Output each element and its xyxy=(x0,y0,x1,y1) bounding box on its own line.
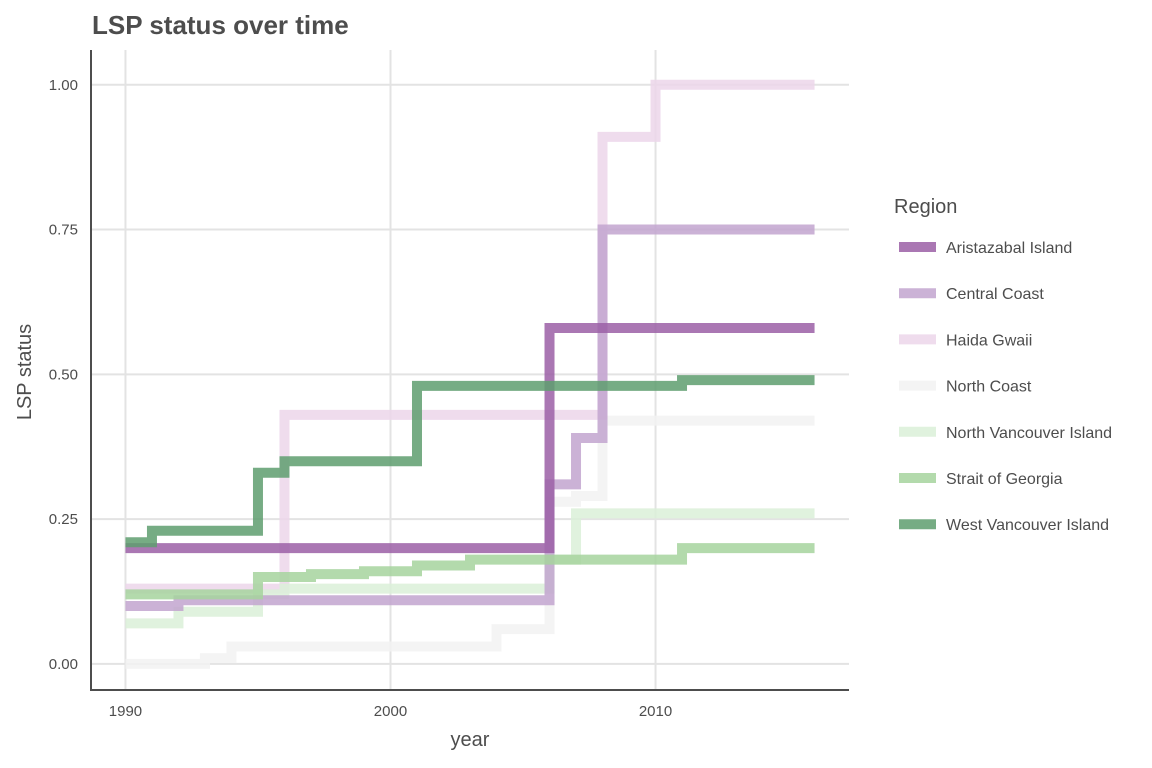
y-gridlines xyxy=(91,83,849,665)
series-line-strait-of-georgia xyxy=(125,543,815,600)
chart-title: LSP status over time xyxy=(92,10,349,40)
x-tick-label: 2010 xyxy=(639,703,672,720)
legend-label: West Vancouver Island xyxy=(946,517,1109,534)
y-tick-labels: 0.00 0.25 0.50 0.75 1.00 xyxy=(49,77,78,673)
series-line-aristazabal-island xyxy=(125,323,815,554)
y-tick-label: 1.00 xyxy=(49,77,78,94)
series-line-north-vancouver-island xyxy=(125,508,815,629)
legend-label: Aristazabal Island xyxy=(946,240,1072,257)
legend-label: North Coast xyxy=(946,379,1032,396)
y-axis-title: LSP status xyxy=(14,324,36,420)
x-axis-title: year xyxy=(451,729,490,751)
y-tick-label: 0.50 xyxy=(49,366,78,383)
series-line-north-coast xyxy=(125,415,815,669)
series-line-west-vancouver-island xyxy=(125,375,815,548)
legend-label: Strait of Georgia xyxy=(946,471,1063,488)
legend: Region Aristazabal Island Central Coast Ha… xyxy=(894,196,1112,534)
series-line-central-coast xyxy=(125,224,815,612)
legend-label: Haida Gwaii xyxy=(946,332,1032,349)
legend-label: Central Coast xyxy=(946,286,1044,303)
x-tick-label: 2000 xyxy=(374,703,407,720)
y-tick-label: 0.75 xyxy=(49,222,78,239)
series-lines xyxy=(125,79,815,669)
y-tick-label: 0.25 xyxy=(49,511,78,528)
y-tick-label: 0.00 xyxy=(49,656,78,673)
x-tick-labels: 1990 2000 2010 xyxy=(109,703,672,720)
x-tick-label: 1990 xyxy=(109,703,142,720)
x-gridlines xyxy=(124,50,657,690)
legend-title: Region xyxy=(894,196,957,218)
legend-label: North Vancouver Island xyxy=(946,425,1112,442)
